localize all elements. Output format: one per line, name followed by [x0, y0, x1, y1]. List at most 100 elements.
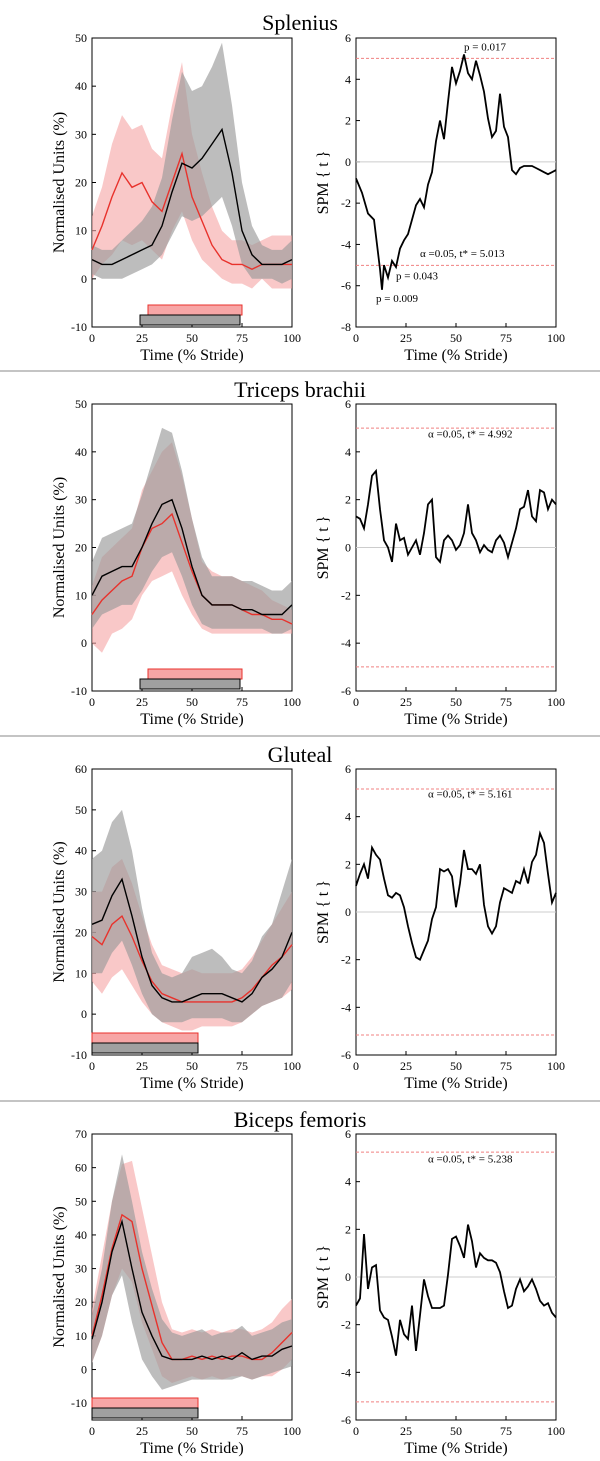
- x-tick-label: 75: [500, 331, 512, 345]
- x-tick-label: 75: [236, 1424, 248, 1438]
- x-axis-label: Time (% Stride): [404, 1440, 507, 1457]
- y-tick-label: 6: [345, 31, 351, 45]
- y-tick-label: -10: [71, 320, 87, 334]
- y-tick-label: 20: [75, 1295, 87, 1309]
- control-sd-band: [92, 427, 292, 634]
- x-axis-label: Time (% Stride): [404, 347, 507, 364]
- x-axis-label: Time (% Stride): [404, 1075, 507, 1092]
- y-tick-label: 20: [75, 925, 87, 939]
- title-splenius: Splenius: [262, 10, 338, 35]
- title-biceps-femoris: Biceps femoris: [234, 1107, 367, 1132]
- y-tick-label: 40: [75, 844, 87, 858]
- x-tick-label: 50: [186, 1059, 198, 1073]
- x-tick-label: 50: [186, 331, 198, 345]
- annotation: p = 0.009: [376, 293, 418, 305]
- y-tick-label: 30: [75, 493, 87, 507]
- x-tick-label: 75: [500, 1059, 512, 1073]
- x-tick-label: 75: [236, 1059, 248, 1073]
- y-tick-label: -4: [341, 237, 351, 251]
- y-tick-label: 6: [345, 1127, 351, 1141]
- intervention-mean-line: [91, 1213, 293, 1361]
- y-tick-label: 0: [81, 636, 87, 650]
- annotation: α =0.05, t* = 5.161: [428, 789, 512, 801]
- x-tick-label: 25: [136, 331, 148, 345]
- annotation: p = 0.043: [396, 271, 438, 283]
- y-tick-label: -6: [341, 279, 351, 293]
- y-tick-label: 0: [345, 541, 351, 555]
- y-tick-label: -4: [341, 636, 351, 650]
- y-tick-label: 40: [75, 1228, 87, 1242]
- y-tick-label: -2: [341, 1318, 351, 1332]
- control-mean-line: [91, 127, 293, 266]
- y-tick-label: -2: [341, 196, 351, 210]
- y-tick-label: 20: [75, 176, 87, 190]
- annotation: α =0.05, t* = 5.013: [420, 248, 505, 260]
- y-tick-label: 0: [345, 155, 351, 169]
- control-sd-band: [92, 42, 292, 284]
- y-tick-label: -6: [341, 1413, 351, 1427]
- y-tick-label: -4: [341, 1000, 351, 1014]
- x-tick-label: 0: [353, 695, 359, 709]
- spm-t-line: [355, 830, 557, 962]
- y-tick-label: 40: [75, 445, 87, 459]
- y-tick-label: -10: [71, 1048, 87, 1062]
- y-tick-label: 10: [75, 1329, 87, 1343]
- y-axis-label: SPM { t }: [315, 1245, 332, 1309]
- y-tick-label: 10: [75, 966, 87, 980]
- y-tick-label: 50: [75, 31, 87, 45]
- control-mean-line: [91, 1218, 293, 1361]
- intervention-activation-bar: [147, 668, 243, 680]
- x-tick-label: 25: [136, 1424, 148, 1438]
- y-tick-label: 60: [75, 1161, 87, 1175]
- y-tick-label: 30: [75, 885, 87, 899]
- control-activation-bar: [91, 1407, 199, 1419]
- x-tick-label: 0: [353, 331, 359, 345]
- y-tick-label: -10: [71, 1396, 87, 1410]
- x-axis-label: Time (% Stride): [140, 347, 243, 364]
- y-tick-label: 2: [345, 857, 351, 871]
- intervention-sd-band: [92, 1160, 292, 1383]
- y-tick-label: 70: [75, 1127, 87, 1141]
- x-tick-label: 100: [283, 331, 301, 345]
- y-tick-label: 30: [75, 127, 87, 141]
- title-gluteal: Gluteal: [268, 742, 333, 767]
- y-tick-label: 4: [345, 445, 351, 459]
- chart-panel-1: 0 25 50 75 100 -8 -6 -4 -2 0 2 4 6 Time (% Stride) SPM…: [315, 31, 565, 364]
- spm-t-line: [355, 54, 557, 290]
- x-tick-label: 25: [136, 1059, 148, 1073]
- x-tick-label: 100: [547, 695, 565, 709]
- chart-panel-5: 0 25 50 75 100 -6 -4 -2 0 2 4 6 Time (% Stride) SPM {…: [315, 762, 565, 1092]
- intervention-activation-bar: [91, 1397, 199, 1409]
- y-tick-label: -6: [341, 684, 351, 698]
- x-tick-label: 100: [547, 331, 565, 345]
- y-tick-label: 4: [345, 810, 351, 824]
- control-mean-line: [91, 498, 293, 616]
- y-tick-label: 6: [345, 397, 351, 411]
- control-sd-band: [92, 809, 292, 1023]
- y-tick-label: 2: [345, 114, 351, 128]
- y-tick-label: 50: [75, 1194, 87, 1208]
- y-axis-label: Normalised Units (%): [51, 841, 68, 982]
- y-tick-label: 4: [345, 1175, 351, 1189]
- y-tick-label: 30: [75, 1262, 87, 1276]
- y-tick-label: 50: [75, 397, 87, 411]
- spm-t-line: [355, 1224, 557, 1356]
- y-tick-label: 50: [75, 803, 87, 817]
- y-tick-label: -6: [341, 1048, 351, 1062]
- x-axis-label: Time (% Stride): [140, 711, 243, 728]
- x-tick-label: 50: [450, 695, 462, 709]
- x-tick-label: 25: [400, 1059, 412, 1073]
- control-activation-bar: [139, 678, 241, 690]
- y-axis-label: Normalised Units (%): [51, 1206, 68, 1347]
- y-tick-label: -2: [341, 953, 351, 967]
- y-tick-label: 20: [75, 541, 87, 555]
- x-tick-label: 25: [400, 331, 412, 345]
- x-tick-label: 75: [500, 695, 512, 709]
- intervention-mean-line: [91, 512, 293, 625]
- chart-panel-3: 0 25 50 75 100 -6 -4 -2 0 2 4 6 Time (% Stride) SPM {…: [315, 397, 565, 728]
- x-axis-label: Time (% Stride): [404, 711, 507, 728]
